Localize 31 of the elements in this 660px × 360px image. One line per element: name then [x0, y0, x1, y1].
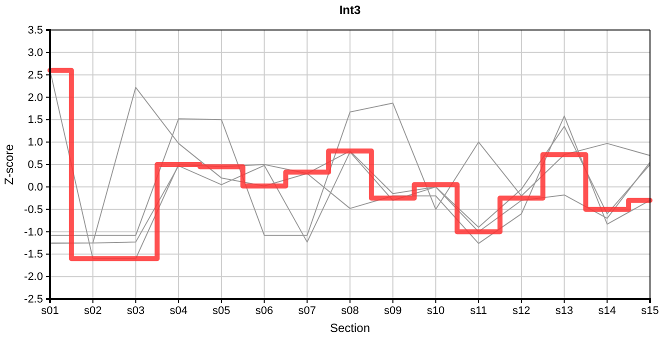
- x-tick-label: s04: [170, 304, 188, 317]
- y-tick-label: 2.5: [28, 69, 43, 82]
- y-tick-label: 1.5: [28, 114, 43, 126]
- y-tick-label: 0.5: [28, 159, 43, 172]
- x-tick-label: s03: [126, 304, 145, 317]
- x-tick-label: s14: [598, 304, 616, 317]
- x-tick-label: s05: [212, 304, 230, 317]
- y-tick-label: -0.5: [24, 204, 43, 216]
- y-tick-label: 1.0: [28, 136, 43, 149]
- x-tick-label: s10: [426, 304, 445, 317]
- x-tick-label: s07: [298, 304, 316, 317]
- x-tick-label: s12: [512, 304, 530, 317]
- y-tick-label: -1.0: [24, 226, 43, 238]
- x-tick-label: s02: [84, 304, 102, 317]
- x-tick-label: s11: [470, 304, 488, 317]
- x-axis-title: Section: [330, 321, 370, 335]
- y-tick-label: 3.0: [28, 46, 43, 59]
- x-tick-label: s13: [555, 304, 574, 317]
- y-tick-label: -2.5: [24, 294, 43, 306]
- x-tick-label: s08: [341, 304, 359, 317]
- x-tick-label: s09: [384, 304, 402, 317]
- x-tick-label: s01: [41, 304, 59, 317]
- y-tick-label: -2.0: [24, 271, 43, 284]
- y-axis-title: Z-score: [2, 144, 16, 185]
- x-tick-label: s15: [641, 304, 659, 317]
- x-tick-label: s06: [255, 304, 274, 317]
- y-tick-label: 2.0: [28, 92, 43, 104]
- y-tick-label: 3.5: [28, 24, 43, 37]
- chart-title: Int3: [339, 3, 361, 17]
- y-tick-label: 0.0: [28, 181, 43, 194]
- y-tick-label: -1.5: [24, 248, 43, 261]
